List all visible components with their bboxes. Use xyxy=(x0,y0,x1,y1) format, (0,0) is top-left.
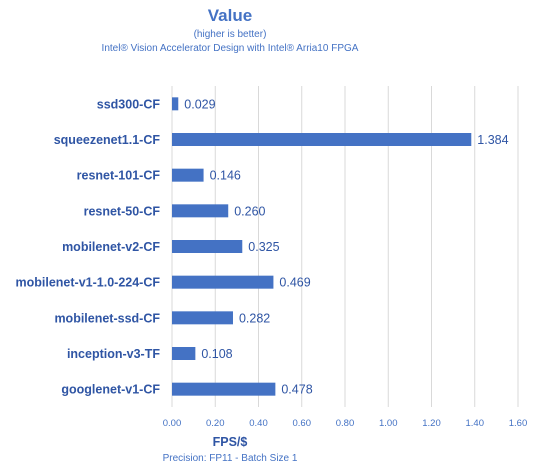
x-tick-label: 1.60 xyxy=(509,418,528,429)
category-label: squeezenet1.1-CF xyxy=(54,133,161,147)
category-labels: ssd300-CF squeezenet1.1-CF resnet-101-CF re… xyxy=(16,97,161,396)
value-label: 0.282 xyxy=(239,311,270,325)
bars xyxy=(172,97,472,396)
value-label: 0.325 xyxy=(248,240,279,254)
chart-subtitle-line-2: Intel® Vision Accelerator Design with In… xyxy=(102,43,359,54)
x-tick-label: 0.40 xyxy=(249,418,268,429)
chart-subtitle-line-1: (higher is better) xyxy=(194,29,267,40)
x-axis-title: FPS/$ xyxy=(213,435,248,449)
x-tick-label: 1.40 xyxy=(466,418,485,429)
bar xyxy=(172,240,243,253)
category-label: resnet-50-CF xyxy=(84,204,161,218)
category-label: mobilenet-v1-1.0-224-CF xyxy=(16,276,161,290)
bar xyxy=(172,382,276,396)
value-labels: 0.029 1.384 0.146 0.260 0.325 0.469 0.282 0.108… xyxy=(184,97,508,396)
category-label: mobilenet-v2-CF xyxy=(62,240,160,254)
x-tick-label: 0.80 xyxy=(336,418,355,429)
x-tick-label: 1.00 xyxy=(379,418,398,429)
bar xyxy=(172,347,196,360)
value-label: 0.260 xyxy=(234,204,265,218)
category-label: googlenet-v1-CF xyxy=(61,383,160,397)
category-label: mobilenet-ssd-CF xyxy=(54,311,160,325)
value-label: 0.029 xyxy=(184,97,215,111)
precision-note: Precision: FP11 - Batch Size 1 xyxy=(163,453,298,464)
bar xyxy=(172,204,229,218)
value-label: 0.146 xyxy=(210,169,241,183)
category-label: ssd300-CF xyxy=(97,97,161,111)
value-label: 1.384 xyxy=(477,133,508,147)
x-tick-labels: 0.00 0.20 0.40 0.60 0.80 1.00 1.20 1.40 1.60 xyxy=(163,418,528,429)
chart-title: Value xyxy=(208,6,252,25)
bar xyxy=(172,133,472,146)
category-label: inception-v3-TF xyxy=(67,347,160,361)
bar xyxy=(172,97,179,111)
value-label: 0.478 xyxy=(281,383,312,397)
x-tick-label: 1.20 xyxy=(422,418,441,429)
bar xyxy=(172,168,204,182)
x-tick-label: 0.20 xyxy=(206,418,225,429)
category-label: resnet-101-CF xyxy=(77,169,161,183)
value-label: 0.469 xyxy=(279,276,310,290)
x-tick-label: 0.60 xyxy=(293,418,312,429)
bar xyxy=(172,275,274,289)
x-tick-label: 0.00 xyxy=(163,418,182,429)
value-label: 0.108 xyxy=(201,347,232,361)
bar xyxy=(172,311,233,325)
